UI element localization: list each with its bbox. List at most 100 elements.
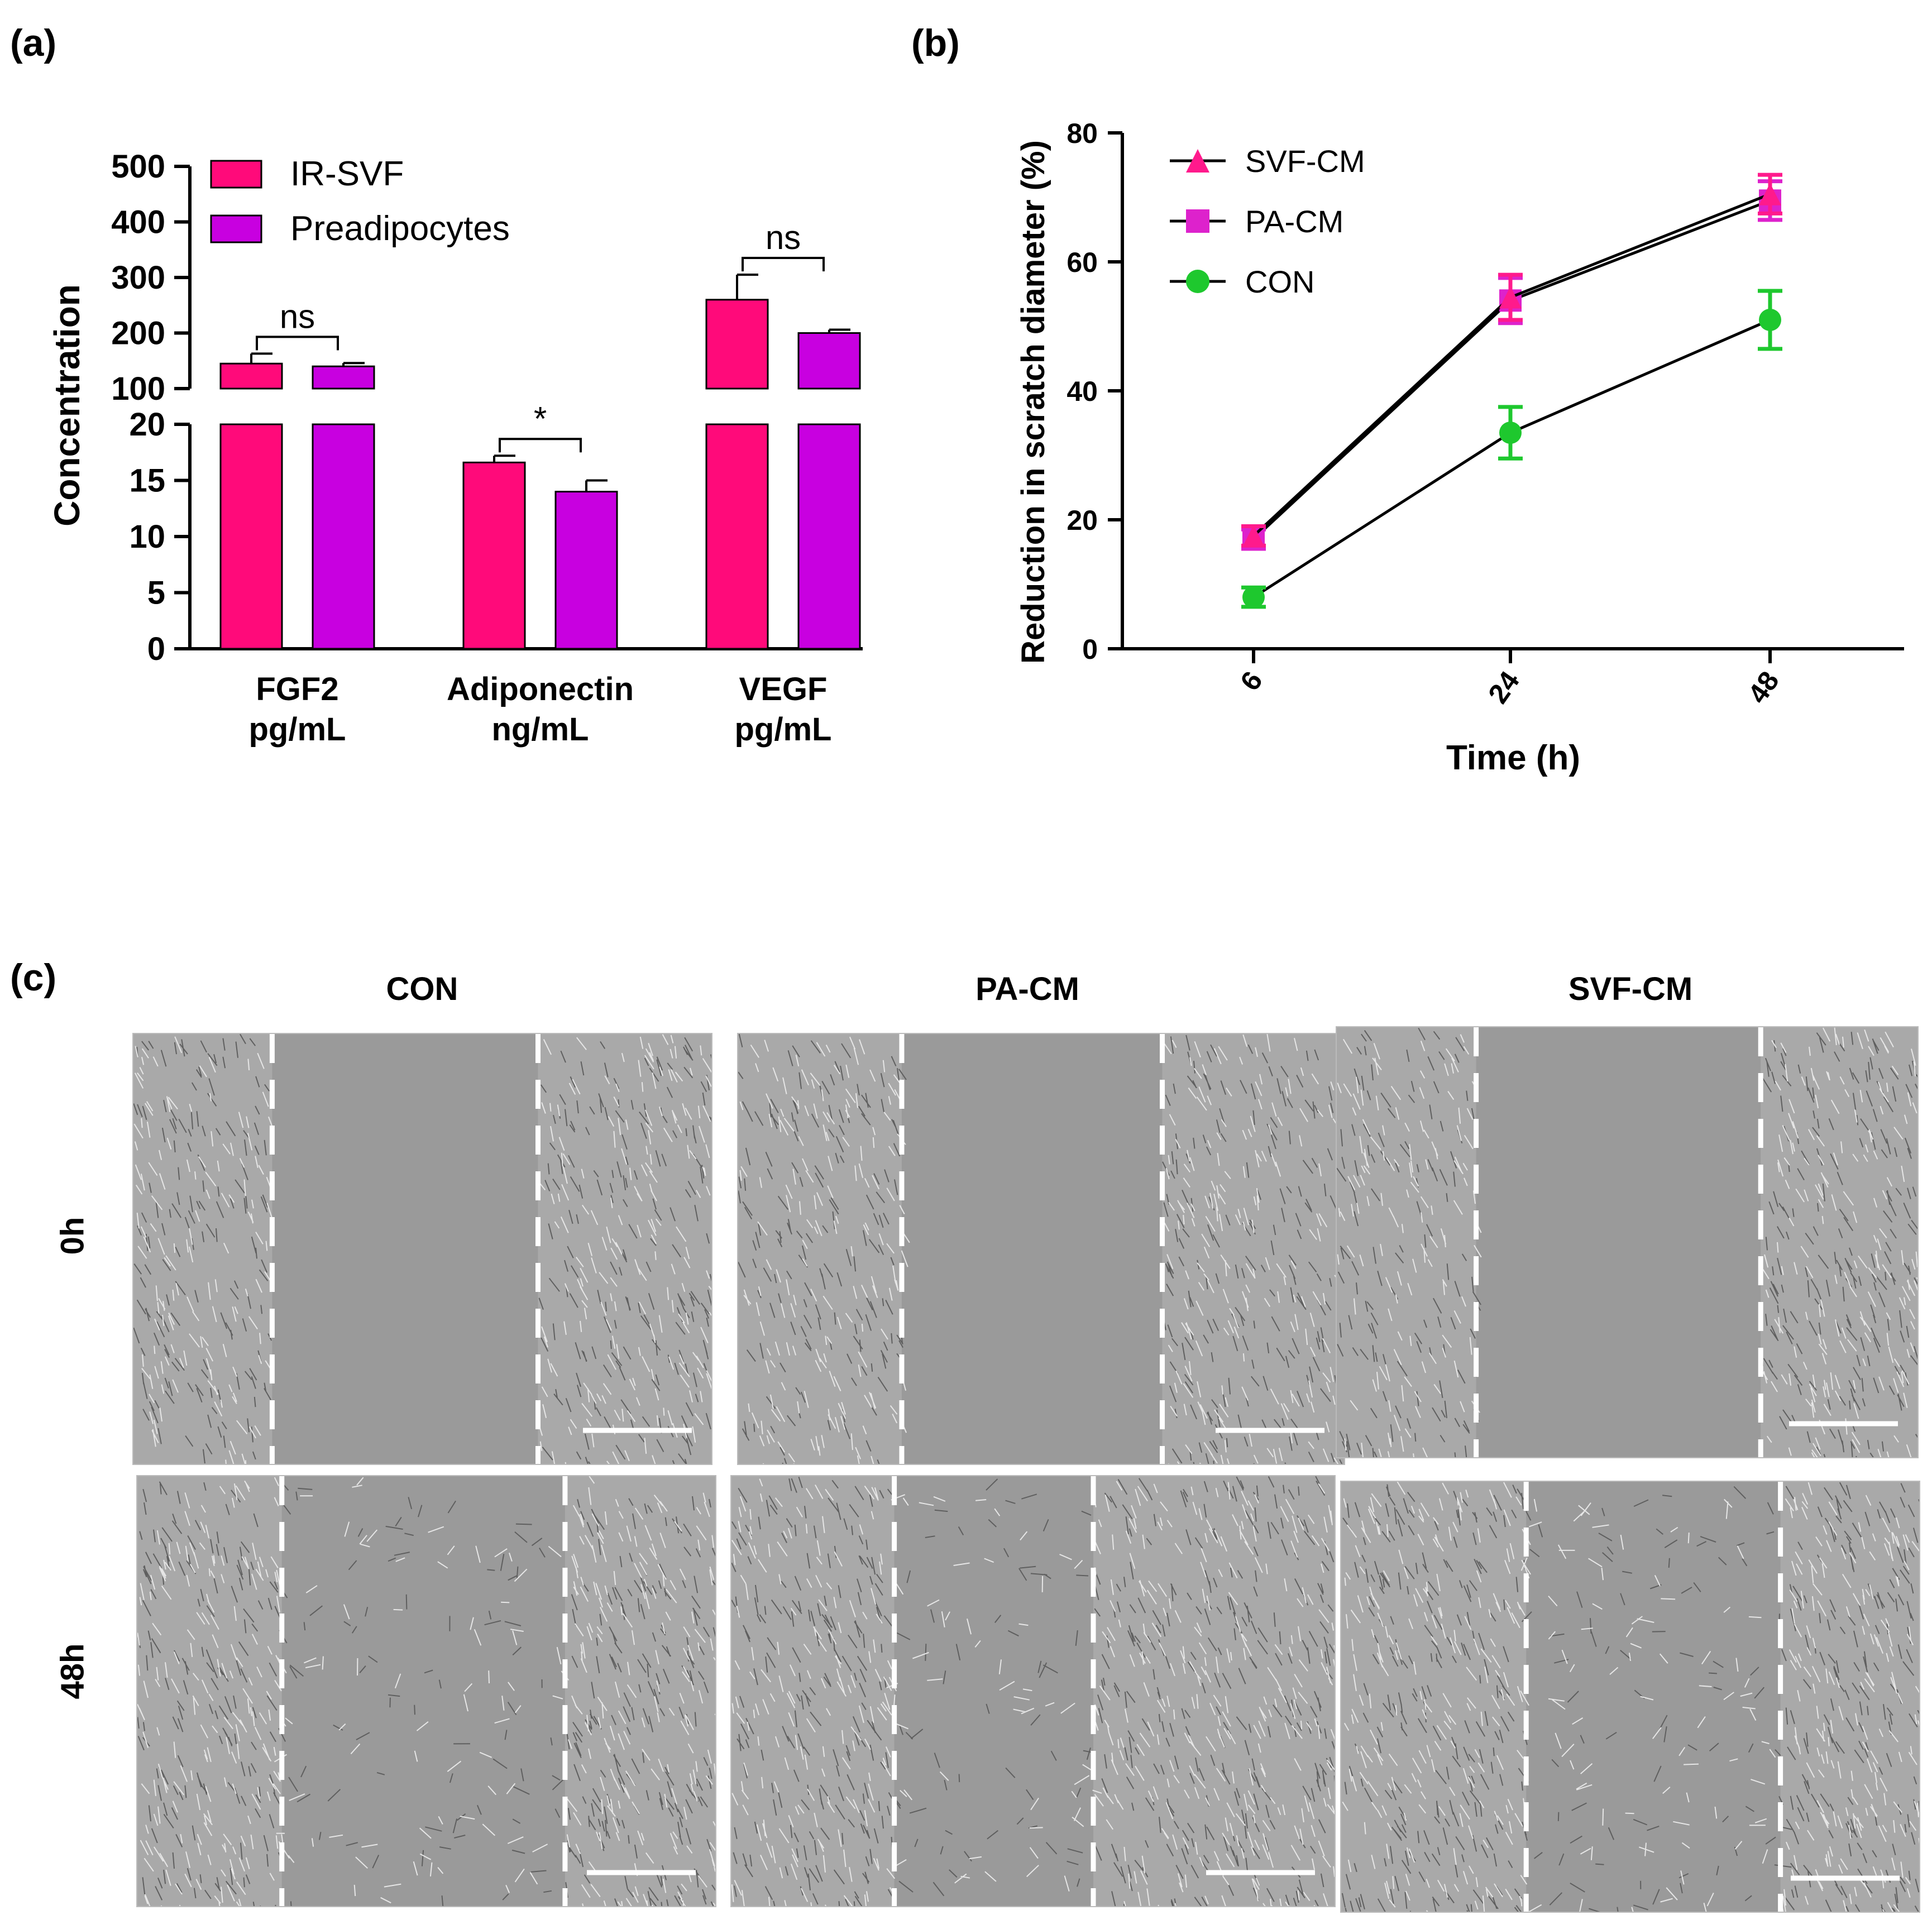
micrograph-image <box>137 1476 715 1906</box>
legend-marker-con <box>1186 270 1209 293</box>
panel-letter-b: (b) <box>911 22 960 64</box>
y-tick-label: 40 <box>1067 376 1098 407</box>
micrograph-image <box>1341 1482 1919 1912</box>
y-tick-label: 10 <box>129 519 165 555</box>
bar-ir-svf <box>462 461 526 650</box>
data-point-svf-cm <box>1499 286 1522 309</box>
y-tick-label: 20 <box>1067 505 1098 536</box>
y-tick-label: 500 <box>111 149 165 185</box>
micrograph-con-0h <box>132 1033 712 1465</box>
data-point-svf-cm <box>1242 524 1265 547</box>
bar-ir-svf-upper <box>219 362 283 390</box>
bar-ir-svf-upper <box>705 299 769 390</box>
significance-bracket <box>256 336 339 351</box>
x-tick-label: 6 <box>1234 666 1269 696</box>
scratch-gap <box>894 1476 1093 1906</box>
y-tick-label: 200 <box>111 315 165 352</box>
y-tick-label: 100 <box>111 371 165 407</box>
cell-streaks-light <box>739 1034 1344 1464</box>
legend-marker-svf-cm <box>1186 149 1209 173</box>
y-axis-label: Reduction in scratch diameter (%) <box>1015 140 1051 664</box>
row-label-0h: 0h <box>54 1217 91 1255</box>
cell-streaks-light <box>1342 1482 1919 1912</box>
scratch-gap <box>1526 1482 1781 1912</box>
micrograph-pa-cm-48h <box>730 1475 1336 1907</box>
significance-label: * <box>534 400 547 437</box>
cell-streaks-dark <box>133 1034 711 1464</box>
column-title-pa-cm: PA-CM <box>975 971 1079 1007</box>
bar-preadipocytes-lower <box>312 423 375 650</box>
scratch-gap <box>1476 1027 1761 1457</box>
category-unit: ng/mL <box>492 711 589 748</box>
micrograph-con-48h <box>136 1475 716 1907</box>
panel-letter-c: (c) <box>10 956 57 999</box>
column-title-svf-cm: SVF-CM <box>1568 971 1693 1007</box>
legend-marker-pa-cm <box>1186 209 1209 233</box>
y-tick-label: 20 <box>129 406 165 443</box>
x-tick-label: 48 <box>1742 666 1785 709</box>
category-unit: pg/mL <box>735 711 832 748</box>
cell-streaks-dark <box>137 1481 715 1906</box>
scratch-gap <box>272 1034 538 1464</box>
cell-streaks-light <box>1337 1027 1917 1457</box>
micrograph-svf-cm-0h <box>1336 1026 1919 1458</box>
bar-preadipocytes-upper <box>797 332 861 390</box>
cell-streaks-light <box>731 1478 1335 1906</box>
legend-label: CON <box>1245 264 1314 299</box>
y-tick-label: 0 <box>1082 634 1098 665</box>
cell-streaks-dark <box>738 1034 1344 1464</box>
y-tick-label: 300 <box>111 260 165 296</box>
cell-streaks-dark <box>731 1476 1335 1906</box>
line-chart-b: 0 20 40 60 80 6 24 48 Time (h) Reduction in scrat… <box>1015 118 1904 777</box>
y-tick-label: 80 <box>1067 118 1098 149</box>
bar-preadipocytes-lower <box>797 423 861 650</box>
scratch-gap <box>901 1034 1163 1464</box>
scratch-gap <box>281 1476 565 1906</box>
legend-label: IR-SVF <box>290 155 404 193</box>
micrograph-image <box>133 1034 711 1464</box>
panel-letter-a: (a) <box>10 22 57 64</box>
cell-streaks-light <box>133 1034 711 1464</box>
y-tick-label: 15 <box>129 463 165 499</box>
data-point-con <box>1759 308 1781 331</box>
legend-swatch-ir-svf <box>210 160 262 189</box>
micrograph-image <box>1337 1027 1917 1457</box>
cell-streaks-dark <box>1337 1027 1917 1457</box>
bar-preadipocytes <box>554 491 618 650</box>
y-tick-label: 5 <box>147 575 165 611</box>
y-tick-label: 400 <box>111 204 165 241</box>
x-tick-label: 24 <box>1482 666 1525 709</box>
micrograph-pa-cm-0h <box>737 1033 1345 1465</box>
significance-bracket <box>499 438 582 453</box>
category-label: Adiponectin <box>447 671 634 707</box>
legend-swatch-preadipocytes <box>210 214 262 243</box>
legend-label: SVF-CM <box>1245 143 1365 179</box>
bar-ir-svf-lower <box>219 423 283 650</box>
cell-streaks-dark <box>1341 1482 1919 1912</box>
series-line-pa-cm <box>1252 199 1771 540</box>
y-tick-label: 60 <box>1067 247 1098 278</box>
series-line-svf-cm <box>1252 193 1771 537</box>
legend-label: Preadipocytes <box>290 209 510 248</box>
bar-ir-svf-lower <box>705 423 769 650</box>
significance-label: ns <box>766 219 801 256</box>
micrograph-image <box>738 1034 1344 1464</box>
row-label-48h: 48h <box>54 1643 91 1699</box>
data-point-con <box>1499 422 1522 444</box>
data-point-con <box>1242 586 1265 609</box>
legend-label: PA-CM <box>1245 204 1343 239</box>
column-title-con: CON <box>386 971 458 1007</box>
y-tick-label: 0 <box>147 631 165 667</box>
x-axis-label: Time (h) <box>1446 739 1580 777</box>
y-axis-label: Concentration <box>47 284 87 526</box>
significance-bracket <box>742 257 825 272</box>
micrograph-svf-cm-48h <box>1340 1481 1920 1913</box>
micrograph-image <box>731 1476 1335 1906</box>
category-label: VEGF <box>739 671 828 707</box>
bar-preadipocytes-upper <box>312 365 375 390</box>
data-point-svf-cm <box>1759 183 1781 205</box>
category-label: FGF2 <box>256 671 338 707</box>
significance-label: ns <box>280 298 315 335</box>
category-unit: pg/mL <box>249 711 346 748</box>
